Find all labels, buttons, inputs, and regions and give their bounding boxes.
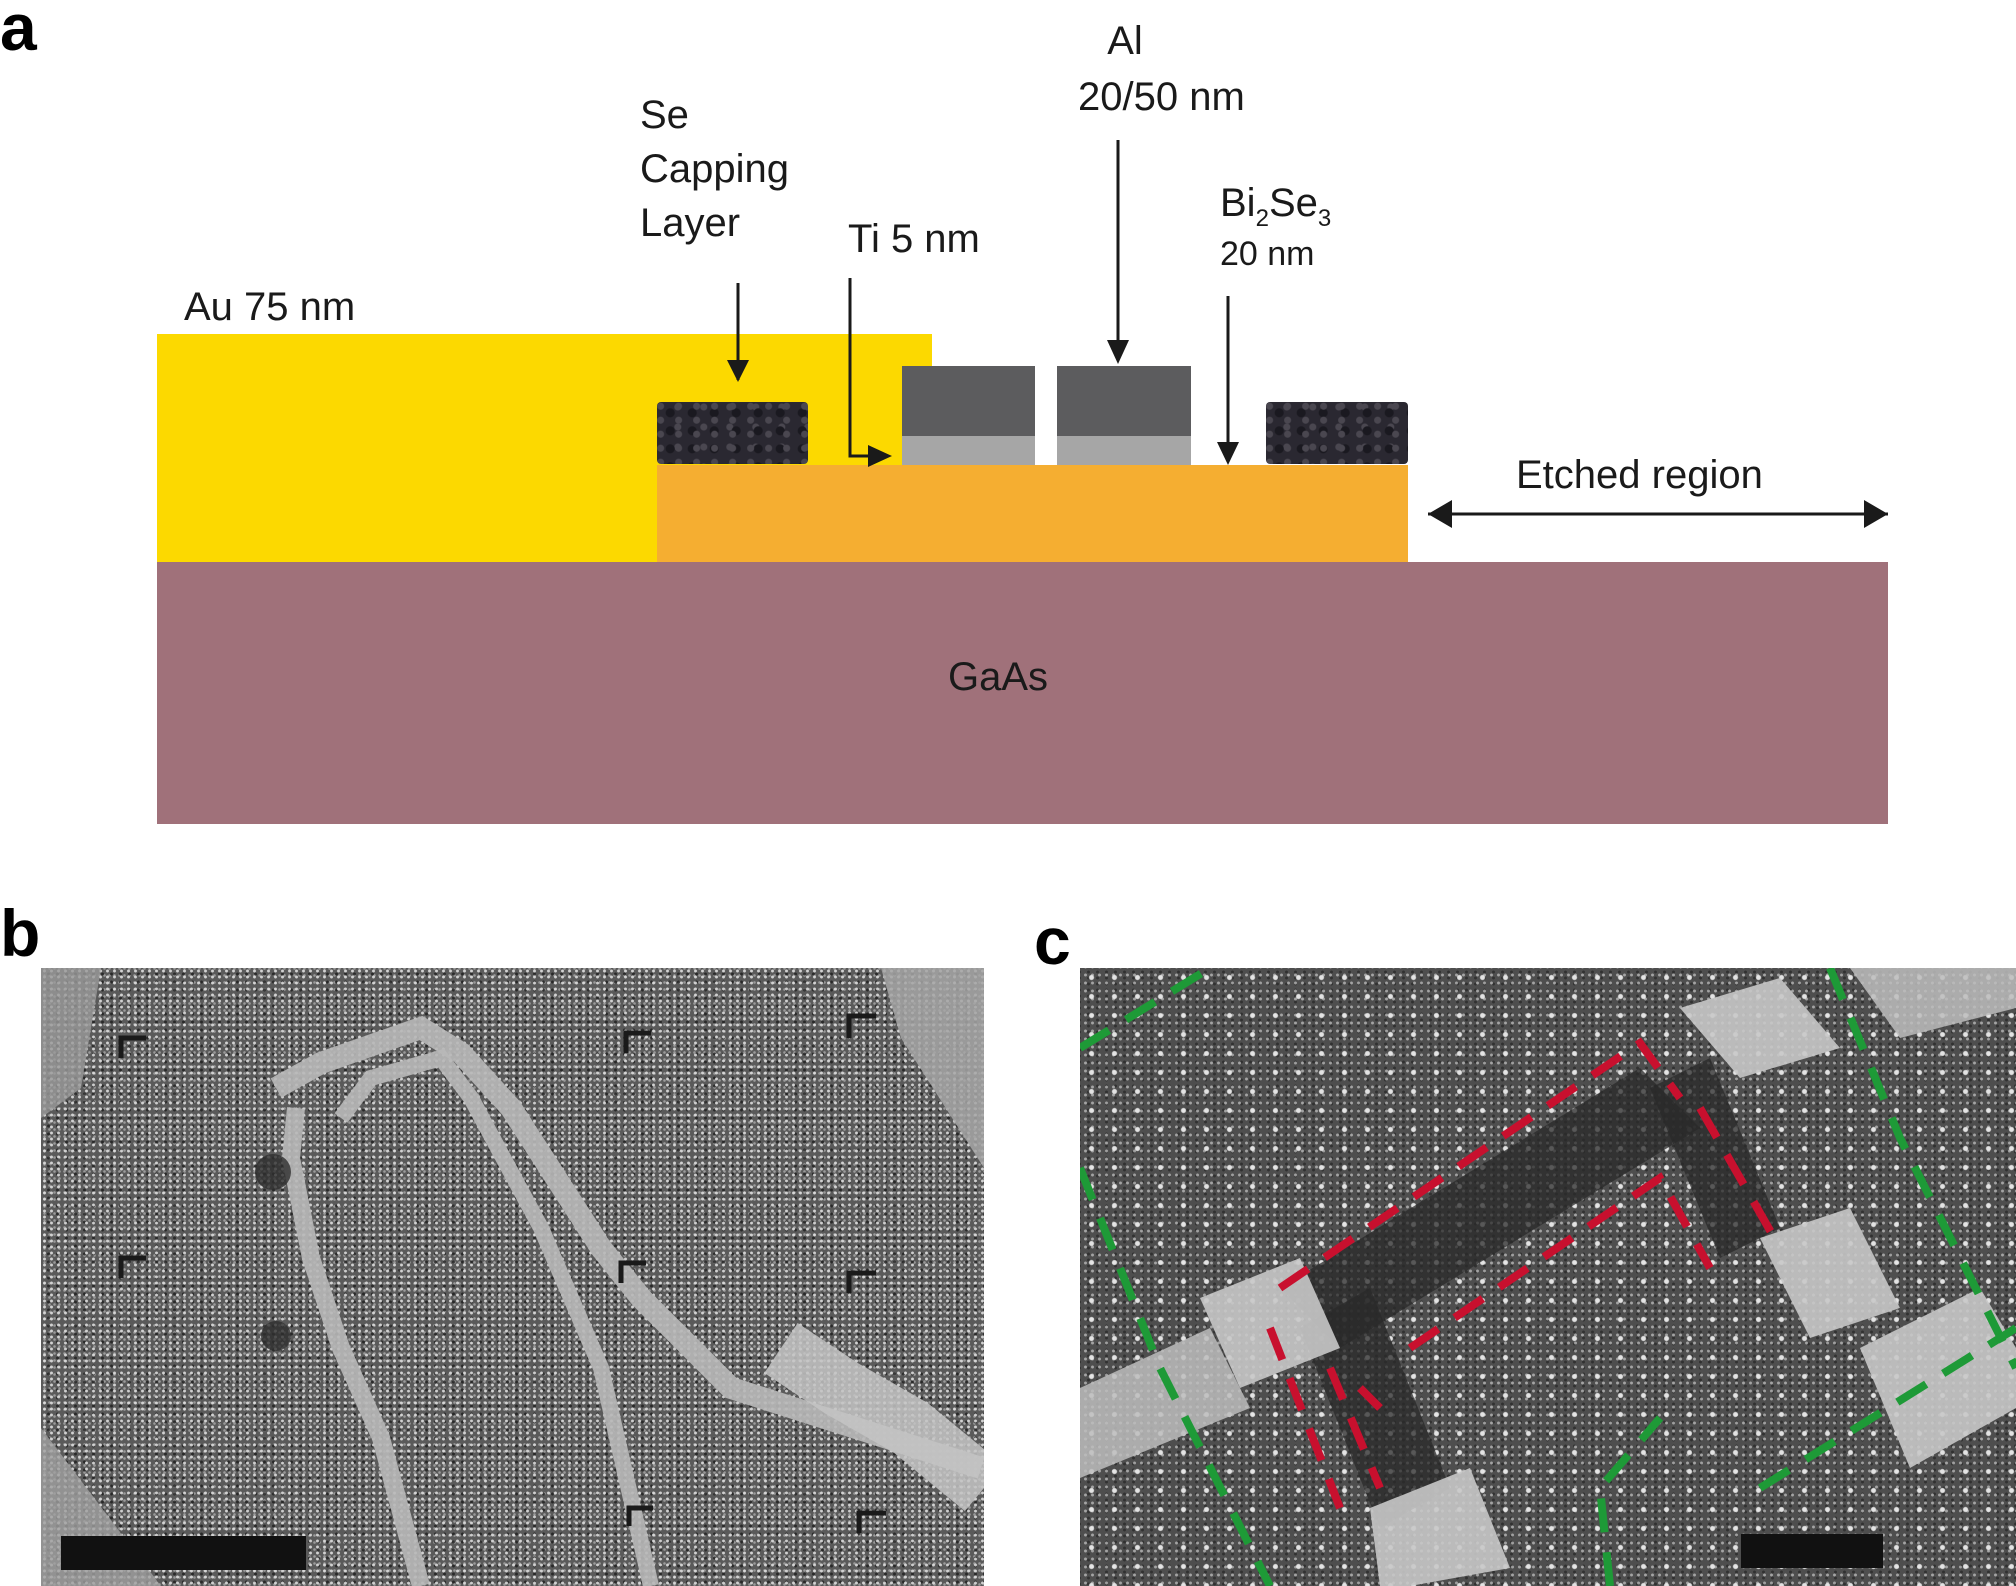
green-dash-bottom-right — [1757, 1324, 2016, 1492]
red-dash-left — [1266, 1326, 1344, 1510]
scale-bar-b — [61, 1536, 306, 1570]
al-thickness-label: 20/50 nm — [1078, 75, 1245, 119]
panel-c-letter: c — [1034, 904, 1071, 978]
sem-c-features — [1080, 968, 2016, 1586]
au-label: Au 75 nm — [184, 285, 356, 329]
scale-bar-c — [1741, 1534, 1883, 1568]
red-dash-inner — [1407, 1172, 1714, 1352]
etched-region-label: Etched region — [1516, 453, 1763, 497]
gaas-label: GaAs — [948, 655, 1049, 699]
green-dash-top-left — [1080, 968, 1213, 1052]
bi2se3-label: Bi2Se3 — [1220, 181, 1332, 232]
red-dash-outer — [1277, 1037, 1684, 1292]
ti-label: Ti 5 nm — [848, 217, 980, 261]
panel-a-letter: a — [0, 0, 37, 64]
ti-arrow — [848, 278, 875, 458]
sem-b-features — [41, 968, 984, 1586]
al-electrode-right — [1057, 366, 1191, 436]
panel-b-letter: b — [0, 896, 41, 970]
green-dash-right — [1826, 968, 2016, 1370]
se-capping-block-right — [1266, 402, 1408, 464]
green-dash-corner — [1595, 1415, 1664, 1586]
red-dash-center — [1357, 1385, 1383, 1411]
green-dash-left — [1080, 1166, 1274, 1586]
ti-layer-left — [902, 436, 1035, 465]
sem-image-c — [1080, 968, 2016, 1586]
al-electrode-left — [902, 366, 1035, 436]
se-capping-label: Se Capping Layer — [640, 93, 790, 245]
red-dash-outer-right — [1696, 1106, 1784, 1250]
bi2se3-thickness-label: 20 nm — [1220, 235, 1315, 273]
red-dash-inner-left — [1326, 1366, 1384, 1490]
se-capping-block-left — [657, 402, 808, 464]
ti-layer-right — [1057, 436, 1191, 465]
gaas-substrate — [157, 562, 1888, 824]
al-label: Al — [1107, 19, 1143, 63]
sem-image-b — [41, 968, 984, 1586]
bi2se3-layer — [657, 465, 1408, 562]
